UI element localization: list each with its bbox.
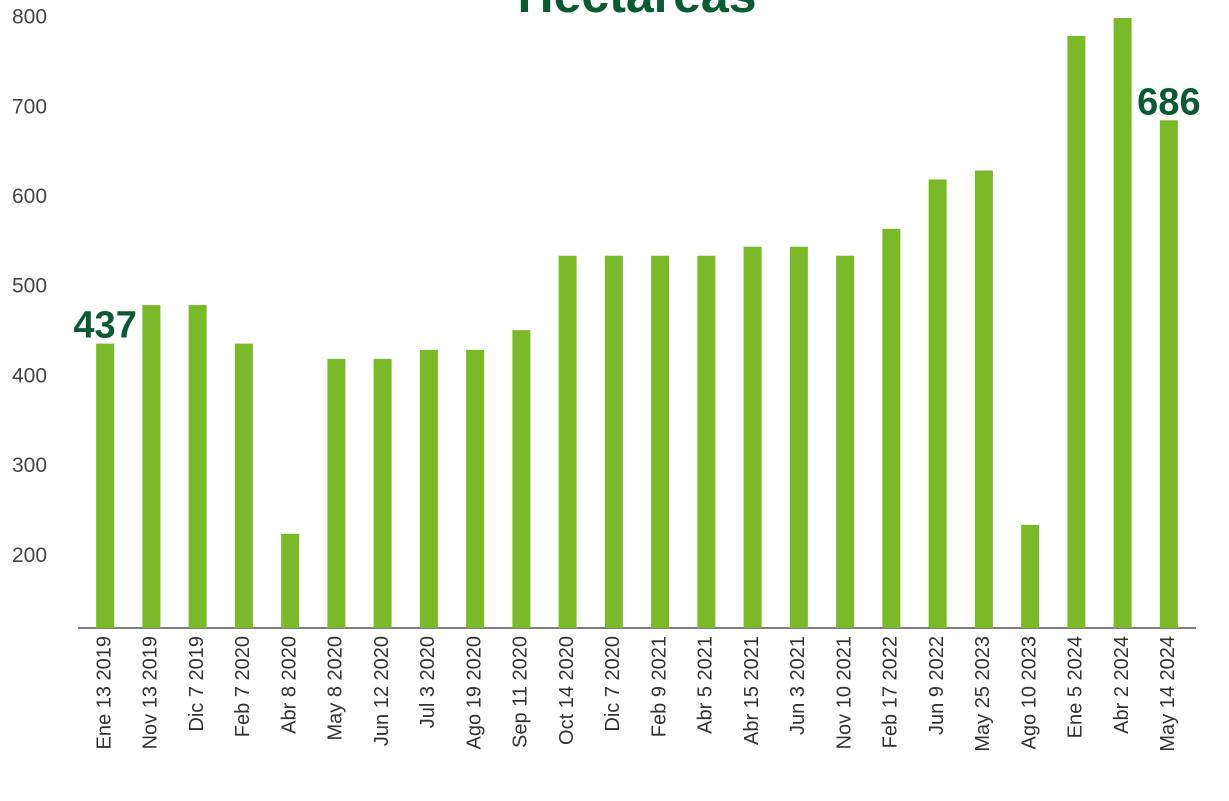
x-tick-label: Feb 17 2022 <box>880 636 902 748</box>
x-tick-label: Ago 19 2020 <box>463 636 485 749</box>
value-label: 437 <box>73 305 136 347</box>
x-tick-label: Abr 8 2020 <box>278 636 300 734</box>
bar <box>234 343 253 628</box>
bar <box>1067 35 1086 629</box>
y-tick-label: 500 <box>12 275 47 298</box>
x-tick-label: Feb 7 2020 <box>232 636 254 737</box>
x-tick-label: Jun 9 2022 <box>926 636 948 735</box>
bar <box>96 343 115 628</box>
bar <box>1159 120 1178 628</box>
bar <box>558 255 577 628</box>
x-tick-label: May 14 2024 <box>1157 636 1179 752</box>
bar <box>743 246 762 628</box>
bar <box>512 330 531 628</box>
x-tick-label: Nov 10 2021 <box>833 636 855 749</box>
bar <box>188 305 207 628</box>
x-tick-label: Jun 12 2020 <box>371 636 393 746</box>
x-tick-label: Nov 13 2019 <box>140 636 162 749</box>
y-tick-label: 300 <box>12 454 47 477</box>
y-tick-label: 800 <box>12 6 47 29</box>
x-tick-label: May 25 2023 <box>972 636 994 752</box>
bar <box>466 349 485 628</box>
chart-title: Hectareas <box>517 0 756 23</box>
value-label: 686 <box>1137 81 1200 123</box>
bar <box>836 255 855 628</box>
x-tick-label: Dic 7 2019 <box>186 636 208 732</box>
bar <box>789 246 808 628</box>
bar <box>604 255 623 628</box>
y-tick-label: 200 <box>12 544 47 567</box>
bar <box>419 349 438 628</box>
x-tick-label: Oct 14 2020 <box>556 636 578 745</box>
x-tick-label: Ene 5 2024 <box>1065 636 1087 738</box>
x-tick-label: Abr 2 2024 <box>1111 636 1133 734</box>
bar <box>974 170 993 628</box>
y-tick-label: 400 <box>12 364 47 387</box>
y-tick-label: 700 <box>12 95 47 118</box>
x-tick-label: Feb 9 2021 <box>648 636 670 737</box>
bar <box>373 358 392 628</box>
x-tick-label: Abr 5 2021 <box>695 636 717 734</box>
bar <box>882 228 901 628</box>
bar <box>1113 18 1132 628</box>
bar <box>651 255 670 628</box>
x-tick-label: Ene 13 2019 <box>93 636 115 749</box>
bar <box>327 358 346 628</box>
bar <box>281 533 300 628</box>
x-tick-label: Abr 15 2021 <box>741 636 763 745</box>
bar <box>697 255 716 628</box>
x-tick-label: Sep 11 2020 <box>510 636 532 748</box>
x-tick-label: Jun 3 2021 <box>787 636 809 735</box>
x-tick-label: Ago 10 2023 <box>1018 636 1040 749</box>
x-tick-label: Jul 3 2020 <box>417 636 439 728</box>
y-tick-label: 600 <box>12 185 47 208</box>
bar <box>1021 524 1040 628</box>
x-tick-label: May 8 2020 <box>325 636 347 741</box>
bar <box>142 305 161 628</box>
bar <box>928 179 947 628</box>
x-tick-label: Dic 7 2020 <box>602 636 624 732</box>
